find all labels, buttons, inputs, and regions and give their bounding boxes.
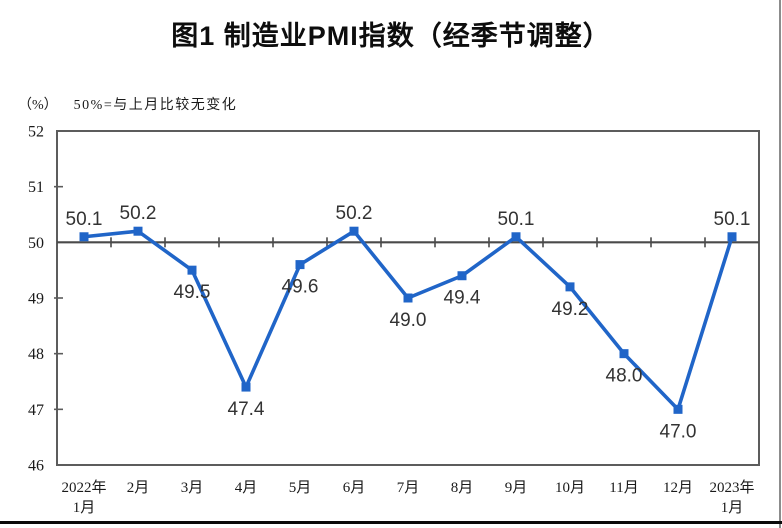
y-axis-label: 48	[28, 346, 44, 363]
page-bottom-divider	[0, 521, 782, 524]
data-label: 50.1	[714, 209, 751, 230]
y-axis-label: 50	[28, 235, 44, 252]
x-axis-label: 6月	[343, 480, 366, 496]
chart-title: 图1 制造业PMI指数（经季节调整）	[171, 21, 611, 51]
data-point-marker	[511, 232, 521, 242]
y-axis-label: 49	[28, 291, 44, 308]
y-axis-label: 52	[28, 124, 44, 141]
data-point-marker	[187, 265, 197, 275]
x-axis-label: 7月	[397, 480, 420, 496]
x-axis-label: 1月	[73, 500, 96, 516]
data-point-marker	[133, 226, 143, 236]
x-axis-label: 2023年	[709, 479, 754, 496]
x-axis-label: 11月	[609, 480, 638, 496]
data-label: 50.1	[66, 209, 103, 230]
data-label: 49.5	[174, 282, 211, 303]
data-point-marker	[295, 260, 305, 270]
x-axis-label: 3月	[181, 480, 204, 496]
data-point-marker	[403, 293, 413, 303]
data-point-marker	[673, 404, 683, 414]
data-point-marker	[79, 232, 89, 242]
x-axis-label: 2022年	[61, 479, 106, 496]
data-point-marker	[457, 271, 467, 281]
page-right-divider	[779, 0, 781, 528]
x-axis-label: 12月	[663, 480, 693, 496]
chart-subtitle: （%） 50%=与上月比较无变化	[18, 94, 237, 114]
x-axis-label: 1月	[721, 500, 744, 516]
data-point-marker	[727, 232, 737, 242]
data-label: 48.0	[606, 366, 643, 387]
y-axis-label: 47	[28, 402, 44, 419]
data-label: 49.6	[282, 277, 319, 298]
x-axis-label: 5月	[289, 480, 312, 496]
data-point-marker	[241, 382, 251, 392]
data-label: 50.2	[120, 203, 157, 224]
data-label: 50.2	[336, 203, 373, 224]
x-axis-label: 9月	[505, 480, 528, 496]
data-label: 49.2	[552, 299, 589, 320]
data-label: 50.1	[498, 209, 535, 230]
data-label: 49.0	[390, 310, 427, 331]
data-point-marker	[349, 226, 359, 236]
data-point-marker	[565, 282, 575, 292]
y-axis-unit-label: （%）	[18, 98, 58, 113]
reference-note: 50%=与上月比较无变化	[73, 98, 238, 113]
y-axis-label: 46	[28, 458, 44, 475]
y-axis-label: 51	[28, 179, 44, 196]
data-label: 49.4	[444, 288, 481, 309]
x-axis-label: 8月	[451, 480, 474, 496]
x-axis-label: 4月	[235, 480, 258, 496]
data-point-marker	[619, 349, 629, 359]
x-axis-label: 10月	[555, 480, 585, 496]
data-label: 47.4	[228, 399, 265, 420]
x-axis-label: 2月	[127, 480, 150, 496]
data-label: 47.0	[660, 421, 697, 442]
